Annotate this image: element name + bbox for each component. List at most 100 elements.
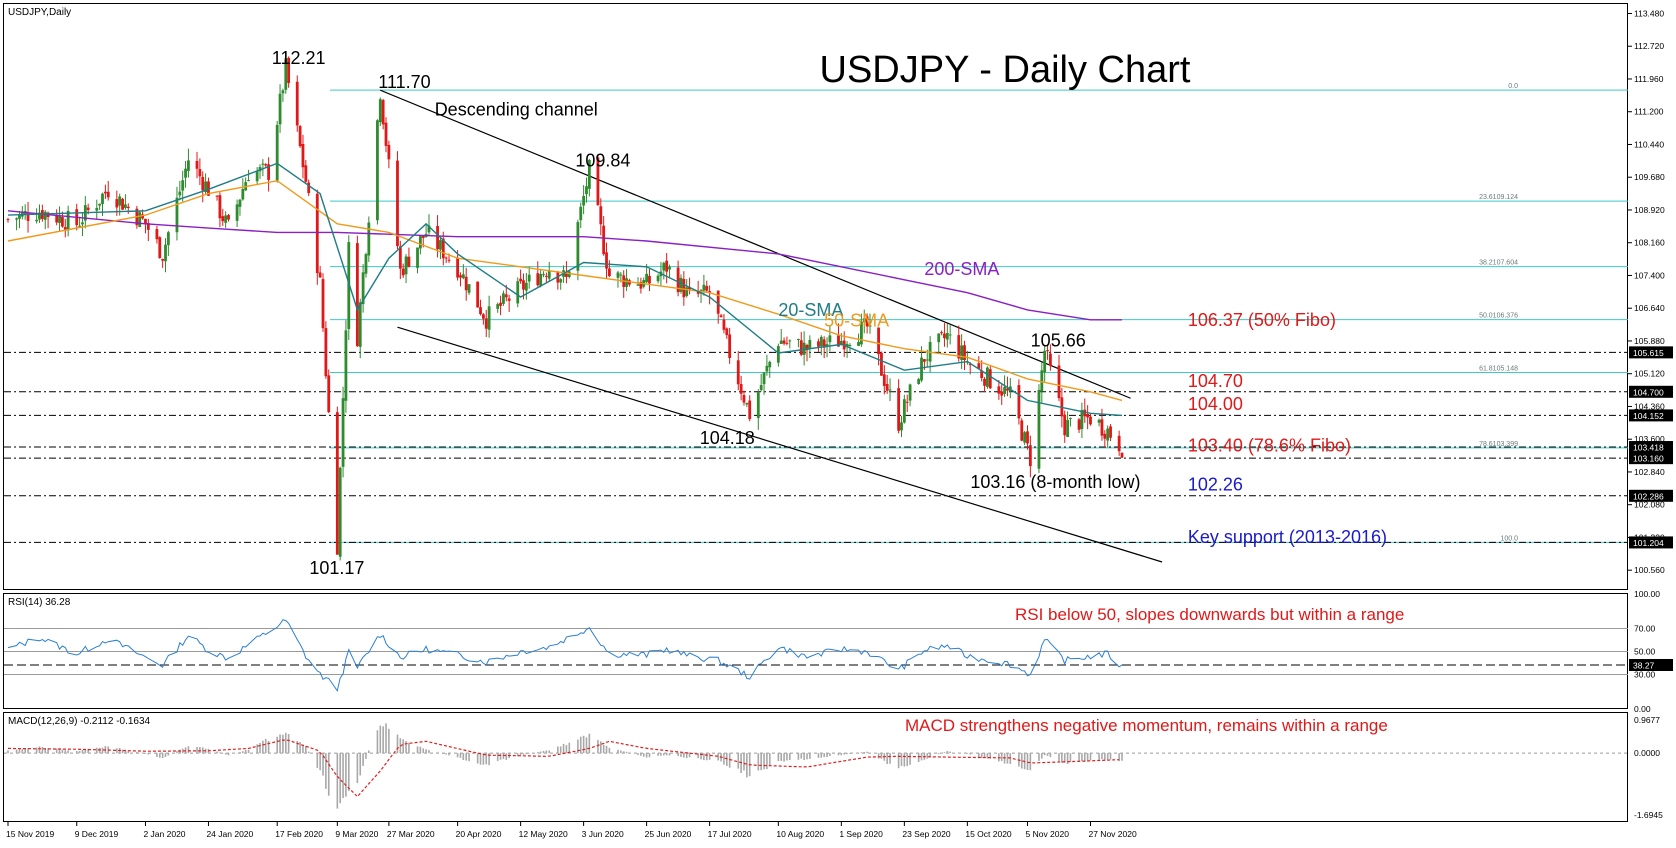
candle-body-245	[988, 369, 992, 389]
candle-body-164	[665, 260, 669, 272]
candle-body-231	[937, 333, 941, 343]
candle-body-241	[977, 363, 981, 369]
candle-body-163	[662, 262, 666, 271]
candle-body-74	[304, 165, 308, 182]
candle-body-219	[885, 383, 889, 391]
price-tick-label-7: 108.160	[1634, 238, 1665, 248]
candle-body-196	[796, 338, 800, 340]
candle-body-85	[347, 242, 351, 330]
candle-body-200	[808, 339, 812, 349]
candle-body-261	[1057, 365, 1061, 399]
candle-body-70	[287, 57, 291, 84]
candle-body-197	[799, 340, 803, 355]
price-tick-label-4: 110.440	[1634, 139, 1664, 149]
price-tick-label-15: 102.080	[1634, 500, 1665, 510]
candle-body-109	[444, 257, 448, 259]
candle-body-148	[602, 225, 606, 255]
candle-body-77	[318, 272, 322, 278]
date-tick-label-10: 25 Jun 2020	[645, 829, 692, 839]
rsi-comment: RSI below 50, slopes downwards but withi…	[1015, 605, 1404, 624]
macd-tick-label-2: -1.6945	[1634, 810, 1663, 820]
fibo-label-4: 61.8105.148	[1479, 365, 1518, 372]
date-tick-label-7: 20 Apr 2020	[456, 829, 502, 839]
annotation-6: 103.16 (8-month low)	[970, 472, 1140, 492]
candle-body-30	[126, 206, 130, 208]
candle-body-90	[367, 222, 371, 256]
price-badge-3	[1629, 441, 1673, 454]
candle-body-224	[905, 401, 909, 403]
candle-body-87	[358, 302, 362, 347]
candle-body-54	[224, 215, 228, 223]
candle-body-167	[679, 277, 683, 292]
chart-title: USDJPY - Daily Chart	[820, 49, 1191, 91]
candle-body-228	[923, 359, 926, 362]
candle-body-121	[496, 304, 500, 309]
candle-body-89	[364, 254, 368, 274]
symbol-label: USDJPY,Daily	[8, 7, 71, 18]
candle-body-229	[925, 359, 929, 361]
candle-body-27	[118, 196, 122, 206]
candle-body-56	[235, 204, 239, 221]
candle-body-171	[696, 290, 700, 294]
candle-body-2	[18, 214, 21, 219]
price-badge-0	[1629, 346, 1673, 359]
candle-body-48	[201, 176, 205, 191]
candle-body-13	[61, 216, 64, 227]
fibo-label-1: 23.6109.124	[1479, 194, 1518, 201]
candle-body-139	[565, 272, 568, 277]
candle-body-252	[1020, 420, 1024, 441]
candle-body-130	[527, 274, 531, 282]
candle-body-189	[765, 365, 769, 372]
candle-body-11	[55, 215, 59, 223]
candle-body-83	[341, 398, 345, 467]
candle-body-238	[963, 345, 966, 361]
annotation-4: 101.17	[309, 558, 364, 578]
candle-body-84	[344, 330, 348, 401]
candle-body-244	[986, 367, 989, 387]
candle-body-51	[215, 195, 219, 197]
annotation-16: Key support (2013-2016)	[1188, 527, 1387, 547]
price-tick-label-10: 105.880	[1634, 336, 1665, 346]
candle-body-168	[682, 278, 686, 298]
candle-body-73	[301, 143, 305, 168]
candle-body-274	[1106, 428, 1110, 441]
candle-body-225	[908, 384, 912, 401]
candle-body-1	[15, 218, 18, 220]
price-tick-label-5: 109.680	[1634, 172, 1665, 182]
candle-body-141	[576, 222, 580, 271]
candle-body-102	[418, 236, 422, 249]
rsi-tick-label-4: 30.00	[1634, 670, 1656, 680]
candle-body-146	[596, 157, 600, 206]
candle-body-259	[1046, 350, 1049, 352]
candle-body-17	[78, 225, 81, 227]
candle-body-119	[484, 318, 488, 329]
candle-body-177	[719, 315, 723, 318]
candle-body-44	[184, 168, 187, 178]
annotation-15: 102.26	[1188, 474, 1243, 494]
candle-body-182	[739, 384, 743, 394]
descending-channel	[380, 89, 1163, 563]
candle-body-55	[227, 215, 230, 220]
date-tick-label-12: 10 Aug 2020	[776, 829, 824, 839]
candle-body-65	[267, 164, 271, 180]
candlesticks	[6, 54, 1124, 561]
candle-body-127	[519, 278, 523, 282]
candle-body-235	[948, 334, 952, 336]
candle-body-75	[307, 182, 311, 193]
date-tick-label-13: 1 Sep 2020	[839, 829, 883, 839]
rsi-badge-label: 38.27	[1633, 660, 1655, 670]
fibo-label-0: 0.0	[1508, 83, 1518, 90]
candle-body-187	[759, 385, 763, 391]
candle-body-110	[447, 259, 451, 261]
candle-body-7	[38, 212, 41, 220]
annotation-1: 111.70	[378, 72, 430, 92]
annotation-13: 104.00	[1188, 394, 1243, 414]
price-axis: 113.480 112.720 111.960 111.200 110.440 109.6…	[1628, 8, 1673, 575]
candle-body-14	[63, 227, 67, 230]
rsi-tick-label-1: 70.00	[1634, 624, 1656, 634]
date-tick-label-3: 24 Jan 2020	[206, 829, 253, 839]
candle-body-217	[880, 352, 883, 376]
macd-label: MACD(12,26,9) -0.2112 -0.1634	[8, 716, 151, 727]
candle-body-255	[1028, 445, 1032, 467]
